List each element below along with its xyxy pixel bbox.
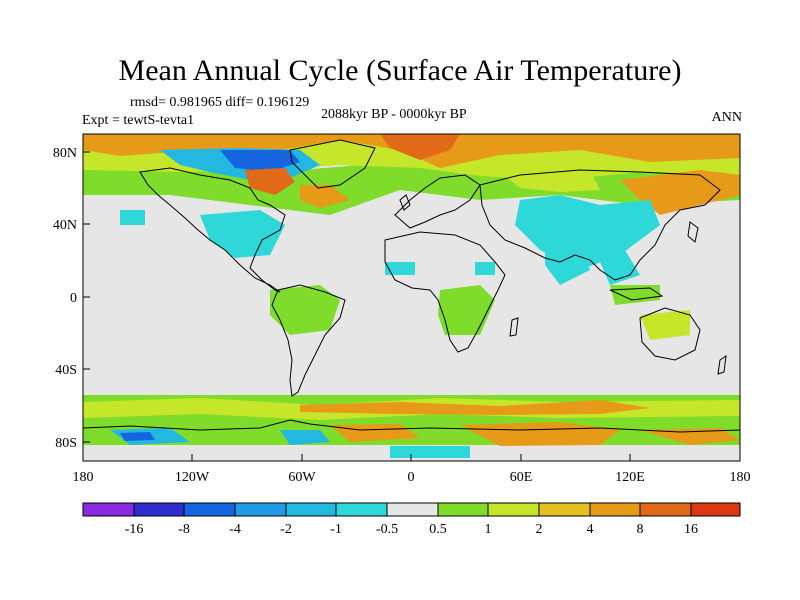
colorbar-box-4	[285, 502, 337, 517]
greenland-coast	[289, 139, 376, 189]
lon-label-0: 0	[408, 470, 415, 485]
colorbar-label: -4	[229, 522, 241, 537]
pacific-cold-patch	[120, 210, 145, 225]
colorbar-label: 1	[485, 522, 492, 537]
europe-coast	[394, 174, 481, 229]
indonesia-coast	[609, 287, 664, 301]
colorbar-box-1	[133, 502, 185, 517]
southeast-asia-cold-region	[595, 250, 640, 285]
lat-label-0: 0	[70, 291, 77, 306]
colorbar-box-3	[234, 502, 287, 517]
lat-label-40n: 40N	[53, 218, 77, 233]
lat-label-80s: 80S	[55, 436, 77, 451]
experiment-label: Expt = tewtS-tevta1	[82, 113, 195, 128]
antarctic-cold-patch-ross	[280, 430, 330, 445]
north-america-cold-region	[200, 210, 285, 258]
colorbar-label: 4	[587, 522, 594, 537]
colorbar-box-2	[183, 502, 236, 517]
colorbar: -16 -8 -4 -2 -1 -0.5 0.5 1 2 4 8 16	[82, 502, 741, 537]
india-cold-region	[545, 240, 590, 285]
antarctic-warm-patch-west	[640, 428, 740, 445]
lon-label-60e: 60E	[510, 470, 533, 485]
arabia-cold-patch	[475, 262, 495, 275]
colorbar-label: 0.5	[429, 522, 447, 537]
anomaly-field	[83, 134, 740, 461]
lon-axis: 180 120W 60W 0 60E 120E 180	[73, 454, 751, 485]
lat-label-80n: 80N	[53, 146, 77, 161]
southern-ocean-orange-band	[300, 400, 650, 415]
maritime-continent-warm-region	[610, 285, 660, 305]
rmsd-diff-stats: rmsd= 0.981965 diff= 0.196129	[130, 95, 310, 110]
colorbar-label: -1	[330, 522, 342, 537]
asia-coast	[479, 169, 721, 281]
colorbar-label: -2	[280, 522, 292, 537]
lat-label-40s: 40S	[55, 363, 77, 378]
colorbar-box-12	[690, 502, 741, 517]
uk-coast	[399, 194, 411, 211]
colorbar-box-0	[82, 502, 135, 517]
antarctica-coast	[83, 419, 740, 433]
coastlines	[83, 139, 740, 433]
baffin-warm-core	[245, 168, 295, 195]
colorbar-box-9	[538, 502, 591, 517]
north-atlantic-warm-patch	[300, 185, 350, 208]
madagascar-coast	[509, 317, 519, 337]
north-africa-cold-patch	[385, 262, 415, 275]
north-america-coast	[139, 167, 286, 293]
plot-title: Mean Annual Cycle (Surface Air Temperatu…	[118, 54, 682, 87]
central-africa-warm-region	[438, 285, 495, 335]
amazon-warm-region	[270, 285, 340, 335]
colorbar-label: -8	[178, 522, 190, 537]
colorbar-label: -0.5	[376, 522, 398, 537]
japan-coast	[687, 221, 699, 243]
australia-coast	[639, 307, 701, 361]
new-zealand-coast	[717, 354, 727, 375]
lon-label-120e: 120E	[615, 470, 645, 485]
colorbar-label: -16	[125, 522, 144, 537]
siberia-warm-patch	[500, 170, 600, 192]
lon-label-180e: 180	[730, 470, 751, 485]
colorbar-box-8	[487, 502, 540, 517]
africa-coast	[384, 231, 506, 353]
colorbar-box-5	[335, 502, 388, 517]
south-america-coast	[271, 284, 346, 397]
lon-label-120w: 120W	[175, 470, 210, 485]
australia-warm-region	[640, 310, 690, 340]
lat-axis: 80N 40N 0 40S 80S	[53, 146, 90, 451]
colorbar-box-10	[589, 502, 641, 517]
colorbar-box-11	[639, 502, 692, 517]
colorbar-box-6	[386, 502, 439, 517]
lon-label-60w: 60W	[288, 470, 316, 485]
lon-label-180w: 180	[73, 470, 94, 485]
arctic-warm-band-darkorange	[380, 134, 460, 160]
colorbar-label: 2	[536, 522, 543, 537]
colorbar-label: 16	[684, 522, 698, 537]
canada-cold-core	[220, 150, 300, 172]
season-label: ANN	[711, 110, 742, 125]
colorbar-label: 8	[637, 522, 644, 537]
antarctic-cold-core	[120, 432, 155, 441]
antarctic-interior-cold	[390, 446, 470, 458]
colorbar-box-7	[437, 502, 489, 517]
period-label: 2088kyr BP - 0000kyr BP	[321, 107, 467, 122]
